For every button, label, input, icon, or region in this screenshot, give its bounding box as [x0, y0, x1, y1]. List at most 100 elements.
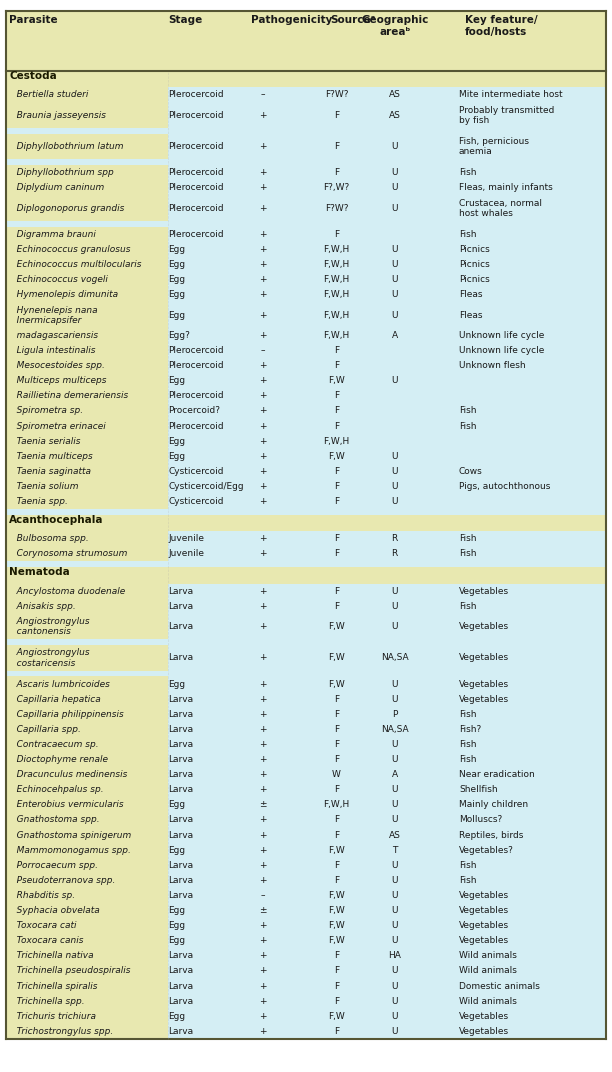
Text: +: +: [259, 406, 267, 416]
Text: –: –: [261, 891, 266, 900]
Text: ±: ±: [259, 906, 267, 915]
Text: Key feature/
food/hosts: Key feature/ food/hosts: [465, 15, 538, 36]
Text: F: F: [334, 967, 339, 976]
Bar: [6, 403, 606, 418]
Text: +: +: [259, 467, 267, 476]
Text: +: +: [259, 876, 267, 884]
Bar: [6, 358, 168, 373]
Bar: [6, 195, 606, 221]
Text: F: F: [334, 1027, 339, 1036]
Text: Vegetables: Vegetables: [459, 653, 509, 662]
Text: F: F: [334, 168, 339, 177]
Text: Plerocercoid: Plerocercoid: [168, 204, 224, 212]
Text: Capillaria hepatica: Capillaria hepatica: [8, 695, 101, 703]
Text: Wild animals: Wild animals: [459, 951, 517, 961]
Bar: [6, 903, 606, 918]
Text: U: U: [392, 740, 398, 749]
Text: +: +: [259, 846, 267, 854]
Text: U: U: [392, 467, 398, 476]
Text: +: +: [259, 421, 267, 431]
Text: Syphacia obvelata: Syphacia obvelata: [8, 906, 100, 915]
Text: F: F: [334, 229, 339, 239]
Text: +: +: [259, 229, 267, 239]
Text: U: U: [392, 785, 398, 794]
Text: Larva: Larva: [168, 1027, 193, 1036]
Text: F: F: [334, 482, 339, 491]
Text: Fish?: Fish?: [459, 725, 481, 734]
Text: +: +: [259, 436, 267, 446]
Text: Dracunculus medinensis: Dracunculus medinensis: [8, 770, 127, 779]
Text: Mite intermediate host: Mite intermediate host: [459, 90, 562, 100]
Text: Larva: Larva: [168, 997, 193, 1006]
Text: Diplydium caninum: Diplydium caninum: [8, 183, 104, 192]
Bar: [6, 272, 606, 287]
Text: Fish: Fish: [459, 549, 477, 559]
Text: Vegetables: Vegetables: [459, 1012, 509, 1021]
Text: U: U: [392, 876, 398, 884]
Text: Egg?: Egg?: [168, 331, 190, 340]
Bar: [6, 257, 606, 272]
Text: U: U: [392, 861, 398, 869]
Text: Diphyllobothrium spp: Diphyllobothrium spp: [8, 168, 114, 177]
Text: F: F: [334, 110, 339, 120]
Text: Fleas, mainly infants: Fleas, mainly infants: [459, 183, 553, 192]
Text: F: F: [334, 421, 339, 431]
Text: +: +: [259, 497, 267, 506]
Text: Dioctophyme renale: Dioctophyme renale: [8, 755, 108, 764]
Text: Mammomonogamus spp.: Mammomonogamus spp.: [8, 846, 131, 854]
Bar: [6, 979, 606, 994]
Bar: [6, 494, 168, 509]
Text: +: +: [259, 143, 267, 151]
Text: Echinococcus multilocularis: Echinococcus multilocularis: [8, 260, 141, 269]
Bar: [6, 994, 168, 1009]
Text: F,W: F,W: [328, 451, 345, 461]
Bar: [6, 858, 606, 873]
Text: Fish: Fish: [459, 755, 477, 764]
Bar: [6, 768, 168, 783]
Text: Toxocara cati: Toxocara cati: [8, 921, 76, 930]
Text: Taenia solium: Taenia solium: [8, 482, 78, 491]
Bar: [6, 562, 606, 567]
Text: +: +: [259, 785, 267, 794]
Text: Trichinella spp.: Trichinella spp.: [8, 997, 84, 1006]
Text: F: F: [334, 982, 339, 991]
Bar: [6, 242, 606, 257]
Bar: [6, 1009, 606, 1024]
Text: Trichostrongylus spp.: Trichostrongylus spp.: [8, 1027, 113, 1036]
Text: F,W,H: F,W,H: [324, 311, 349, 319]
Text: Wild animals: Wild animals: [459, 967, 517, 976]
Bar: [6, 613, 606, 639]
Bar: [6, 843, 606, 858]
Text: Acanthocephala: Acanthocephala: [9, 515, 103, 525]
Text: Vegetables?: Vegetables?: [459, 846, 514, 854]
Text: Cows: Cows: [459, 467, 483, 476]
Text: Larva: Larva: [168, 982, 193, 991]
Bar: [6, 736, 168, 751]
Text: +: +: [259, 740, 267, 749]
Bar: [6, 918, 168, 934]
Text: F: F: [334, 497, 339, 506]
Text: U: U: [392, 982, 398, 991]
Text: F,W: F,W: [328, 891, 345, 900]
Text: Plerocercoid: Plerocercoid: [168, 168, 224, 177]
Text: Larva: Larva: [168, 601, 193, 611]
Text: +: +: [259, 695, 267, 703]
Text: Plerocercoid: Plerocercoid: [168, 421, 224, 431]
Text: Gnathostoma spinigerum: Gnathostoma spinigerum: [8, 831, 131, 839]
Text: F: F: [334, 725, 339, 734]
Bar: [6, 934, 606, 949]
Text: +: +: [259, 376, 267, 385]
Bar: [6, 964, 606, 979]
Text: F: F: [334, 695, 339, 703]
Text: Capillaria spp.: Capillaria spp.: [8, 725, 81, 734]
Text: +: +: [259, 482, 267, 491]
Text: F: F: [334, 951, 339, 961]
Bar: [6, 11, 606, 71]
Text: Egg: Egg: [168, 245, 185, 254]
Text: F: F: [334, 586, 339, 596]
Text: +: +: [259, 921, 267, 930]
Text: F,W: F,W: [328, 376, 345, 385]
Text: R: R: [392, 549, 398, 559]
Text: Egg: Egg: [168, 276, 185, 284]
Bar: [6, 676, 168, 691]
